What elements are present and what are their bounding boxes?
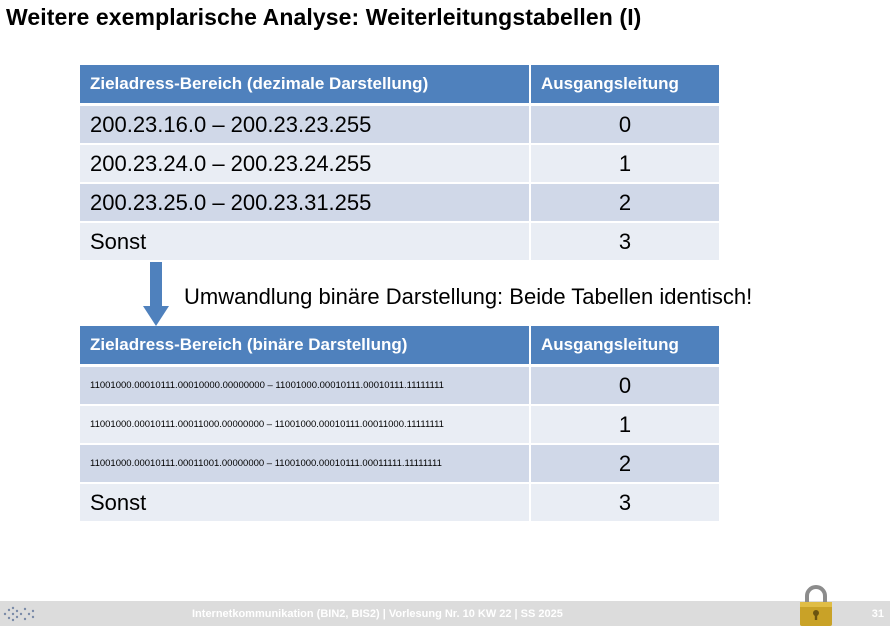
address-range-cell: 11001000.00010111.00011000.00000000 – 11…	[80, 405, 531, 445]
university-logo-icon	[3, 606, 35, 622]
address-range-cell: 200.23.24.0 – 200.23.24.255	[80, 144, 531, 184]
table-row: Sonst 3	[80, 222, 721, 262]
output-line-cell: 3	[530, 483, 721, 523]
page-number: 31	[871, 608, 884, 620]
table-row: Sonst 3	[80, 483, 721, 523]
column-header-output-line: Ausgangsleitung	[530, 326, 721, 367]
address-range-cell: Sonst	[80, 483, 531, 523]
binary-routing-table: Zieladress-Bereich (binäre Darstellung) …	[80, 326, 721, 523]
footer-text: Internetkommunikation (BIN2, BIS2) | Vor…	[192, 608, 563, 620]
output-line-cell: 1	[530, 144, 721, 184]
address-range-cell: 11001000.00010111.00010000.00000000 – 11…	[80, 365, 531, 406]
output-line-cell: 3	[530, 222, 721, 262]
down-arrow-icon	[143, 262, 169, 326]
table-row: 11001000.00010111.00011001.00000000 – 11…	[80, 444, 721, 484]
column-header-address-range: Zieladress-Bereich (dezimale Darstellung…	[80, 65, 531, 106]
address-range-cell: 200.23.16.0 – 200.23.23.255	[80, 104, 531, 145]
slide-title: Weitere exemplarische Analyse: Weiterlei…	[6, 4, 642, 30]
output-line-cell: 1	[530, 405, 721, 445]
table-header-row: Zieladress-Bereich (binäre Darstellung) …	[80, 326, 721, 367]
address-range-cell: 200.23.25.0 – 200.23.31.255	[80, 183, 531, 223]
footer-bar: Internetkommunikation (BIN2, BIS2) | Vor…	[0, 601, 890, 626]
table-row: 11001000.00010111.00011000.00000000 – 11…	[80, 405, 721, 445]
table-header-row: Zieladress-Bereich (dezimale Darstellung…	[80, 65, 721, 106]
conversion-note: Umwandlung binäre Darstellung: Beide Tab…	[184, 284, 753, 309]
output-line-cell: 2	[530, 444, 721, 484]
table-row: 200.23.24.0 – 200.23.24.255 1	[80, 144, 721, 184]
padlock-icon	[800, 585, 832, 626]
address-range-cell: 11001000.00010111.00011001.00000000 – 11…	[80, 444, 531, 484]
address-range-cell: Sonst	[80, 222, 531, 262]
table-row: 200.23.16.0 – 200.23.23.255 0	[80, 104, 721, 145]
decimal-routing-table: Zieladress-Bereich (dezimale Darstellung…	[80, 65, 721, 262]
table-row: 200.23.25.0 – 200.23.31.255 2	[80, 183, 721, 223]
output-line-cell: 0	[530, 365, 721, 406]
output-line-cell: 2	[530, 183, 721, 223]
output-line-cell: 0	[530, 104, 721, 145]
column-header-address-range: Zieladress-Bereich (binäre Darstellung)	[80, 326, 531, 367]
column-header-output-line: Ausgangsleitung	[530, 65, 721, 106]
table-row: 11001000.00010111.00010000.00000000 – 11…	[80, 365, 721, 406]
